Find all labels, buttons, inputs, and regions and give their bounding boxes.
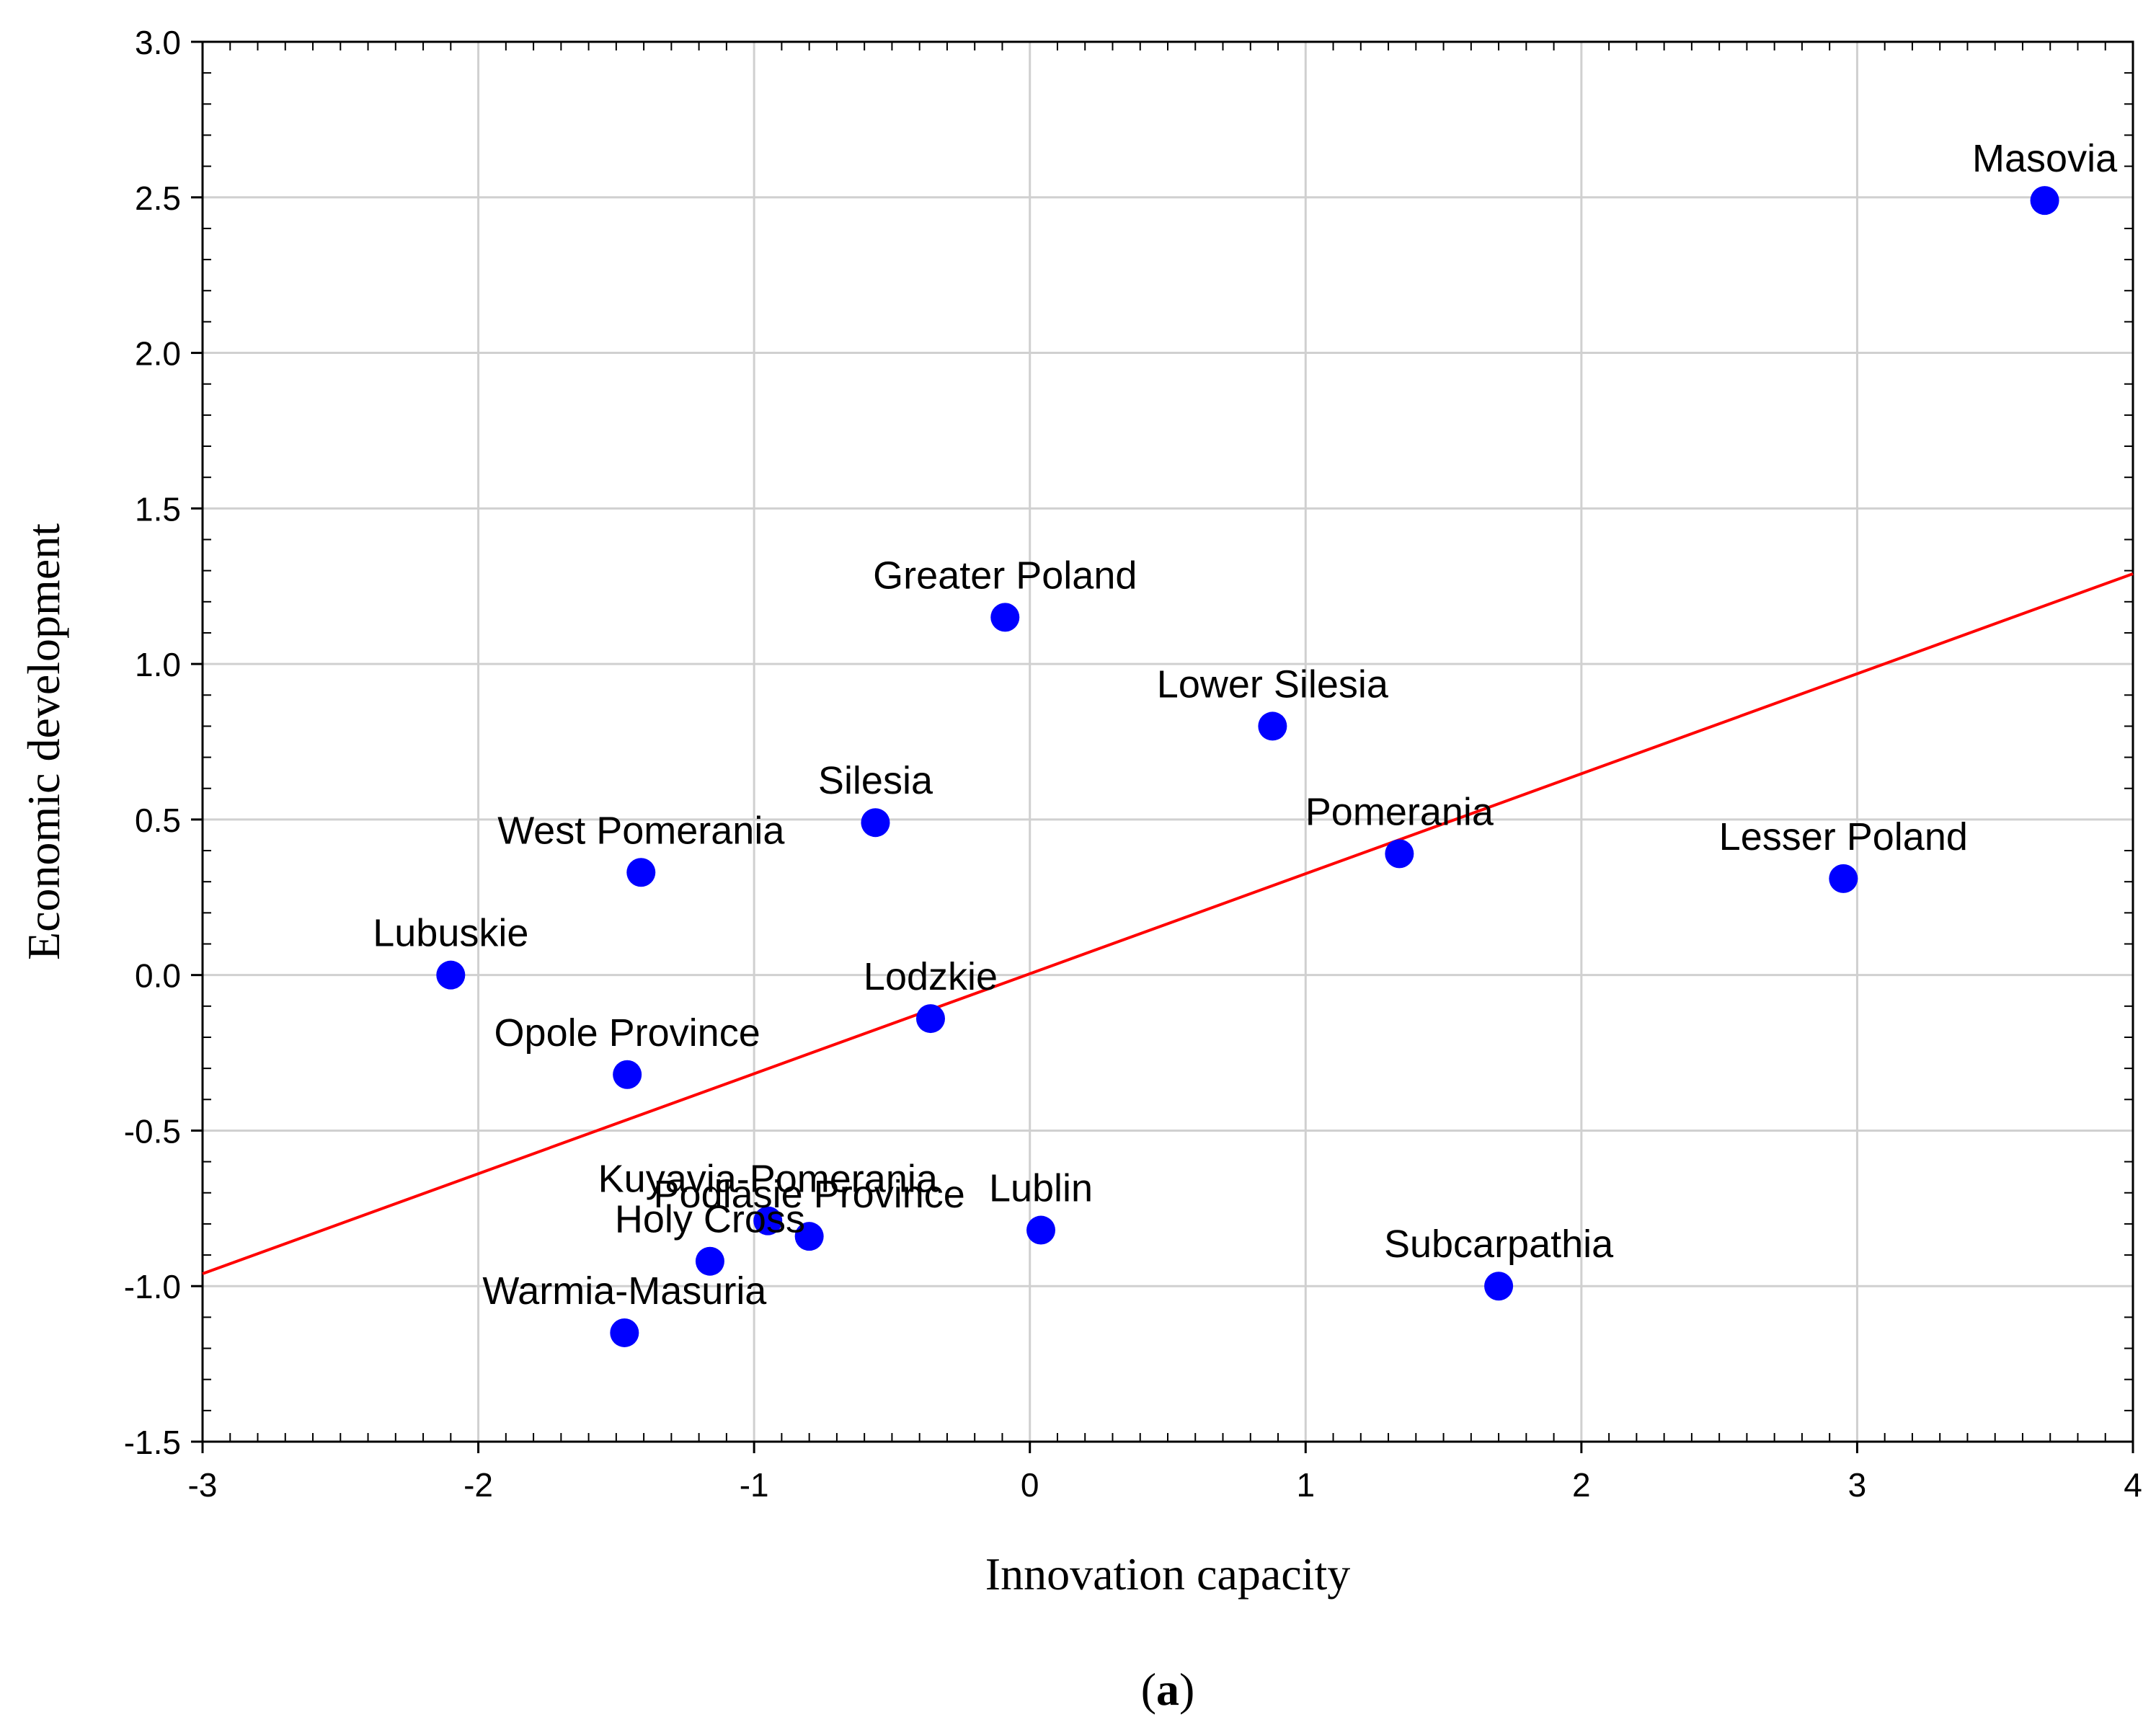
caption-suffix: ): [1179, 1664, 1194, 1715]
y-tick-label: 2.5: [135, 179, 181, 217]
x-tick-label: 2: [1572, 1466, 1591, 1504]
caption-letter: a: [1156, 1664, 1179, 1715]
point-labels: Masovia Greater Poland Lower Silesia Silesi…: [373, 137, 2118, 1313]
data-point: [990, 603, 1020, 632]
x-tick-label: 4: [2124, 1466, 2142, 1504]
y-tick-label: 3.0: [135, 24, 181, 61]
point-label: Silesia: [818, 759, 933, 802]
point-label: Lublin: [989, 1167, 1093, 1210]
x-tick-label: -3: [188, 1466, 218, 1504]
caption-prefix: (: [1141, 1664, 1156, 1715]
data-point: [1385, 839, 1414, 869]
point-label: Lower Silesia: [1157, 662, 1389, 706]
data-point: [1258, 711, 1287, 741]
y-tick-label: 0.5: [135, 802, 181, 839]
data-point: [861, 808, 890, 838]
data-point: [753, 1206, 783, 1236]
y-tick-label: -1.5: [124, 1424, 181, 1461]
x-tick-label: 0: [1021, 1466, 1039, 1504]
point-label: Lubuskie: [373, 912, 528, 955]
data-point: [1829, 864, 1858, 893]
x-tick-label: -2: [463, 1466, 493, 1504]
data-points: [436, 186, 2059, 1347]
data-point: [626, 858, 656, 887]
point-label: Podlasie Province: [654, 1173, 965, 1216]
point-label: Warmia-Masuria: [482, 1269, 767, 1313]
y-tick-label: -0.5: [124, 1112, 181, 1150]
point-label: Subcarpathia: [1384, 1223, 1614, 1266]
point-label: Lodzkie: [864, 955, 998, 998]
x-tick-label: 1: [1296, 1466, 1315, 1504]
point-label: Masovia: [1972, 137, 2118, 180]
data-point: [2030, 186, 2059, 216]
trend-line: [202, 572, 2134, 1275]
data-point: [613, 1060, 642, 1089]
y-tick-label: -1.0: [124, 1268, 181, 1305]
point-label: West Pomerania: [497, 809, 785, 852]
y-axis-title: Economic development: [18, 523, 69, 960]
x-tick-label: 3: [1848, 1466, 1867, 1504]
grid: [203, 42, 2133, 1442]
point-label: Greater Poland: [873, 554, 1137, 597]
data-point: [436, 960, 466, 990]
data-point: [610, 1318, 639, 1347]
point-label: Opole Province: [494, 1011, 760, 1055]
point-label: Pomerania: [1305, 790, 1494, 833]
x-axis-title: Innovation capacity: [985, 1548, 1350, 1600]
x-tick-label: -1: [740, 1466, 769, 1504]
point-label: Holy Cross: [615, 1198, 805, 1241]
data-point: [794, 1222, 824, 1251]
data-point: [915, 1004, 945, 1034]
data-point: [695, 1246, 724, 1276]
y-tick-label: 1.0: [135, 646, 181, 683]
plot-frame: [201, 40, 2134, 1443]
data-point: [1484, 1272, 1514, 1301]
y-tick-label: 2.0: [135, 335, 181, 373]
minor-ticks: [203, 42, 2133, 1442]
axis-ticks: -3 -2 -1 0 1 2 3 4 -1.5 -1.0 -0.5 0.0 0.5 1.0 1.5 2.0 2.…: [124, 24, 2142, 1504]
point-label: Lesser Poland: [1719, 815, 1968, 859]
data-point: [1026, 1215, 1056, 1245]
point-label: Kuyavia-Pomerania: [598, 1158, 939, 1201]
y-tick-label: 1.5: [135, 490, 181, 528]
y-tick-label: 0.0: [135, 957, 181, 995]
figure-caption: (a): [1141, 1664, 1195, 1715]
